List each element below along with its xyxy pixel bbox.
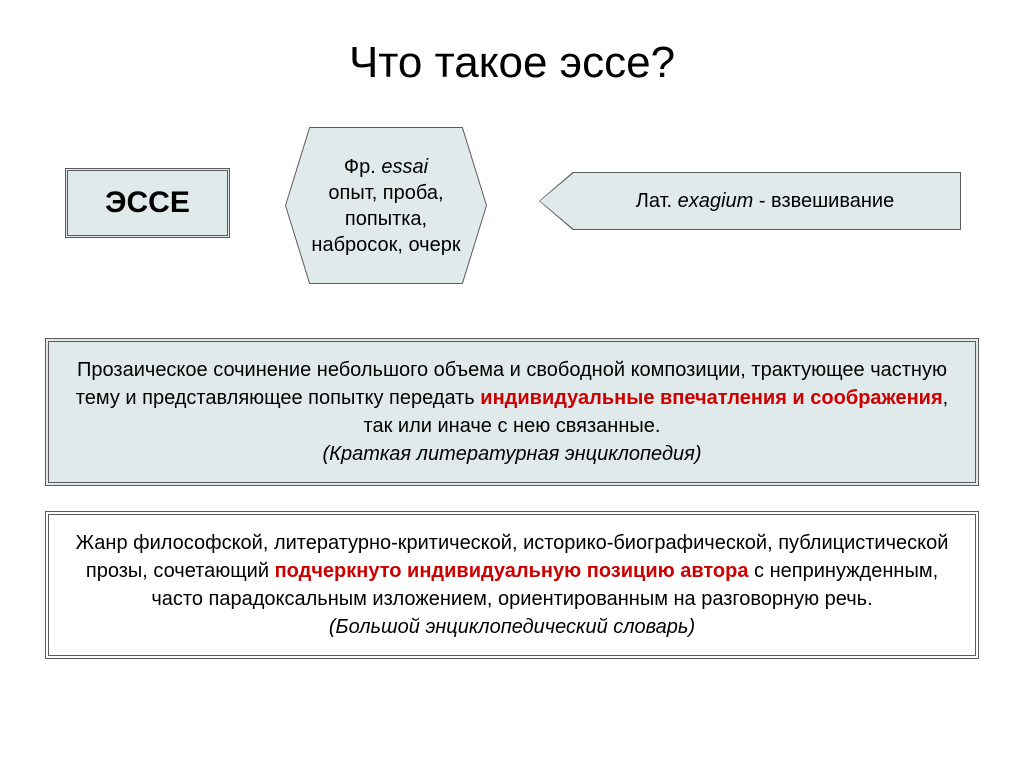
- definition-box-1: Прозаическое сочинение небольшого объема…: [45, 338, 979, 486]
- hex-lines: опыт, проба, попытка, набросок, очерк: [311, 182, 460, 256]
- definition-box-2: Жанр философской, литературно-критическо…: [45, 511, 979, 659]
- etymology-row: ЭССЕ Фр. essai опыт, проба, попытка, наб…: [0, 118, 1024, 318]
- arrow-italic: exagium: [678, 190, 754, 212]
- def1-source: (Краткая литературная энциклопедия): [323, 443, 702, 465]
- def2-source: (Большой энциклопедический словарь): [329, 616, 695, 638]
- def2-highlight: подчеркнуто индивидуальную позицию автор…: [275, 560, 749, 582]
- arrow-prefix: Лат.: [636, 190, 678, 212]
- esse-box: ЭССЕ: [65, 168, 230, 238]
- hex-italic: essai: [381, 156, 428, 178]
- hex-prefix: Фр.: [344, 156, 381, 178]
- arrow-suffix: - взвешивание: [753, 190, 894, 212]
- def1-highlight: индивидуальные впечатления и соображения: [480, 387, 942, 409]
- hexagon-french: Фр. essai опыт, проба, попытка, набросок…: [286, 128, 486, 283]
- arrow-latin: Лат. exagium - взвешивание: [540, 173, 960, 229]
- page-title: Что такое эссе?: [0, 0, 1024, 88]
